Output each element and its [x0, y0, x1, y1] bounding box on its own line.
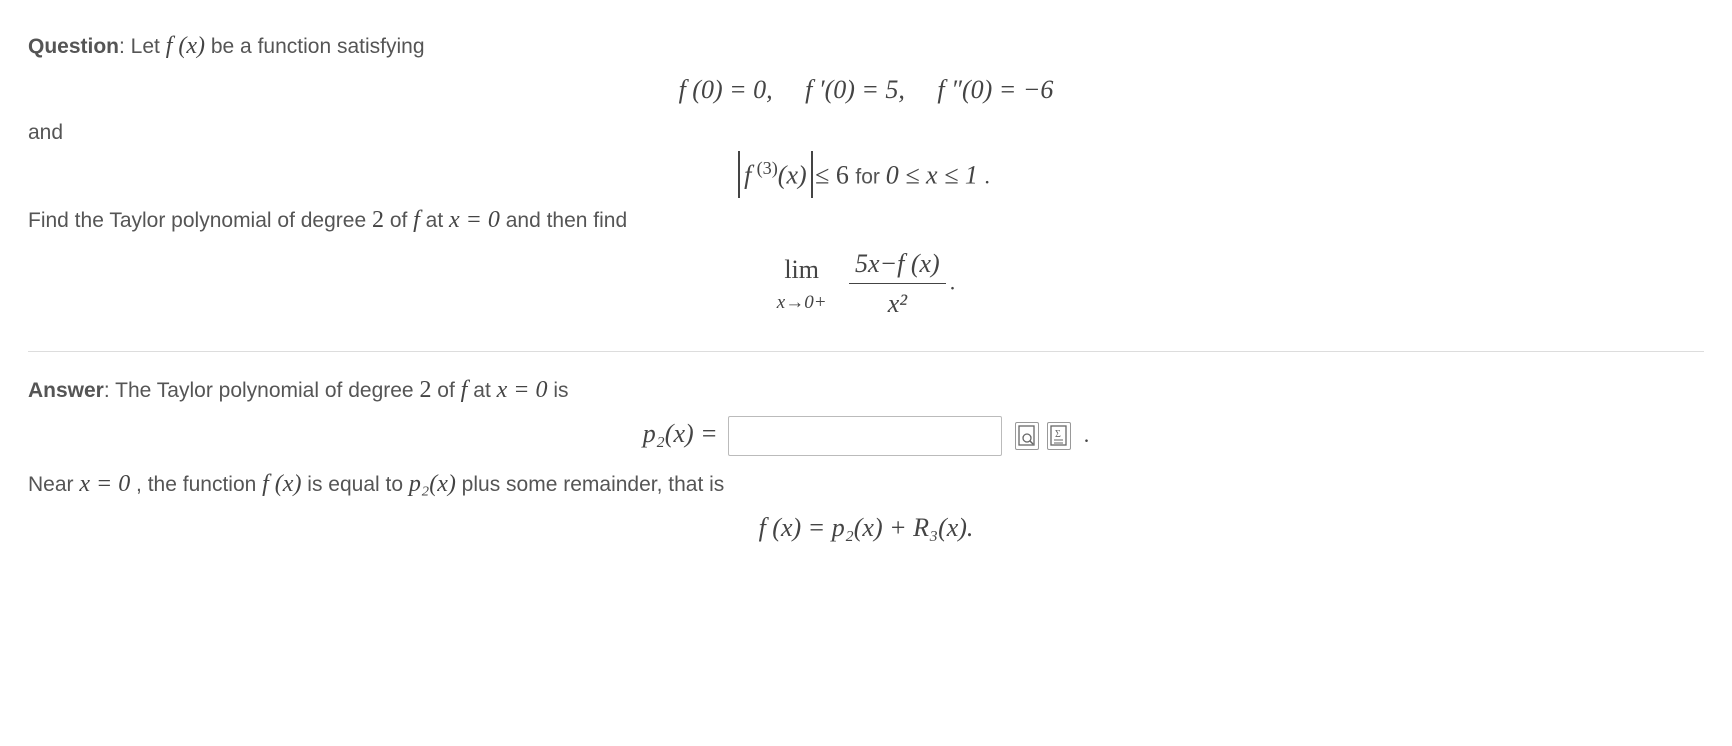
answer-label: Answer: [28, 379, 104, 402]
separator: [28, 351, 1704, 352]
question-fx: f (x): [166, 33, 205, 59]
third-deriv-sup: (3): [757, 158, 778, 178]
taylor-a: Find the Taylor polynomial of degree: [28, 209, 372, 232]
near-d: plus some remainder, that is: [456, 473, 724, 496]
question-line-1: Question: Let f (x) be a function satisf…: [28, 28, 1704, 64]
p2x-eq: p₂(x) =: [643, 419, 718, 448]
near-b: , the function: [130, 473, 262, 496]
answer-line-1: Answer: The Taylor polynomial of degree …: [28, 372, 1704, 408]
p2-answer-input[interactable]: [728, 416, 1002, 456]
taylor-f: f: [413, 207, 420, 233]
answer-f: f: [461, 377, 474, 403]
taylor-d: and then find: [500, 209, 627, 232]
help-icon[interactable]: Σ: [1047, 422, 1071, 450]
taylor-c: at: [420, 209, 449, 232]
answer-intro-d: is: [548, 379, 569, 402]
limit-fraction: 5x−f (x) x²: [849, 244, 946, 323]
third-deriv-op: ≤ 6: [815, 160, 849, 189]
lim-sub: x→0+: [777, 289, 827, 318]
question-taylor-line: Find the Taylor polynomial of degree 2 o…: [28, 202, 1704, 238]
third-deriv-f: f: [744, 160, 756, 189]
near-c: is equal to: [301, 473, 408, 496]
frac-num: 5x−f (x): [849, 244, 946, 284]
remainder-display: f (x) = p₂(x) + R₃(x).: [28, 508, 1704, 547]
answer-intro-a: : The Taylor polynomial of degree: [104, 379, 420, 402]
svg-text:Σ: Σ: [1055, 429, 1061, 440]
p2-input-row: p₂(x) = Σ .: [28, 414, 1704, 456]
answer-x0: x = 0: [497, 377, 548, 403]
near-fx: f (x): [262, 471, 301, 497]
question-and: and: [28, 117, 1704, 149]
lim-word: lim: [777, 250, 827, 289]
question-intro-b: be a function satisfying: [205, 35, 424, 58]
period-1: .: [984, 163, 990, 188]
range-text: 0 ≤ x ≤ 1: [886, 160, 978, 189]
taylor-b: of: [384, 209, 413, 232]
period-2: .: [950, 270, 956, 295]
third-deriv-display: f (3)(x) ≤ 6 for 0 ≤ x ≤ 1 .: [28, 155, 1704, 195]
preview-icon[interactable]: [1015, 422, 1039, 450]
remainder-math: f (x) = p₂(x) + R₃(x).: [759, 513, 974, 542]
answer-intro-b: of: [431, 379, 460, 402]
near-x0: x = 0: [79, 471, 130, 497]
conditions-display: f (0) = 0, f ′(0) = 5, f ″(0) = −6: [28, 70, 1704, 109]
answer-intro-c: at: [473, 379, 496, 402]
period-3: .: [1084, 422, 1090, 447]
conditions-math: f (0) = 0, f ′(0) = 5, f ″(0) = −6: [679, 75, 1054, 104]
near-p2x: p₂(x): [409, 471, 456, 497]
question-intro-a: : Let: [119, 35, 166, 58]
third-deriv-arg: (x): [778, 160, 807, 189]
taylor-two: 2: [372, 207, 384, 233]
taylor-x0: x = 0: [449, 207, 500, 233]
limit-display: lim x→0+ 5x−f (x) x² .: [28, 244, 1704, 323]
for-text: for: [855, 165, 885, 188]
answer-two: 2: [419, 377, 431, 403]
abs-wrapper: f (3)(x): [742, 155, 809, 195]
near-a: Near: [28, 473, 79, 496]
near-line: Near x = 0 , the function f (x) is equal…: [28, 466, 1704, 502]
question-label: Question: [28, 35, 119, 58]
frac-den: x²: [849, 284, 946, 323]
limit-operator: lim x→0+: [777, 250, 827, 318]
